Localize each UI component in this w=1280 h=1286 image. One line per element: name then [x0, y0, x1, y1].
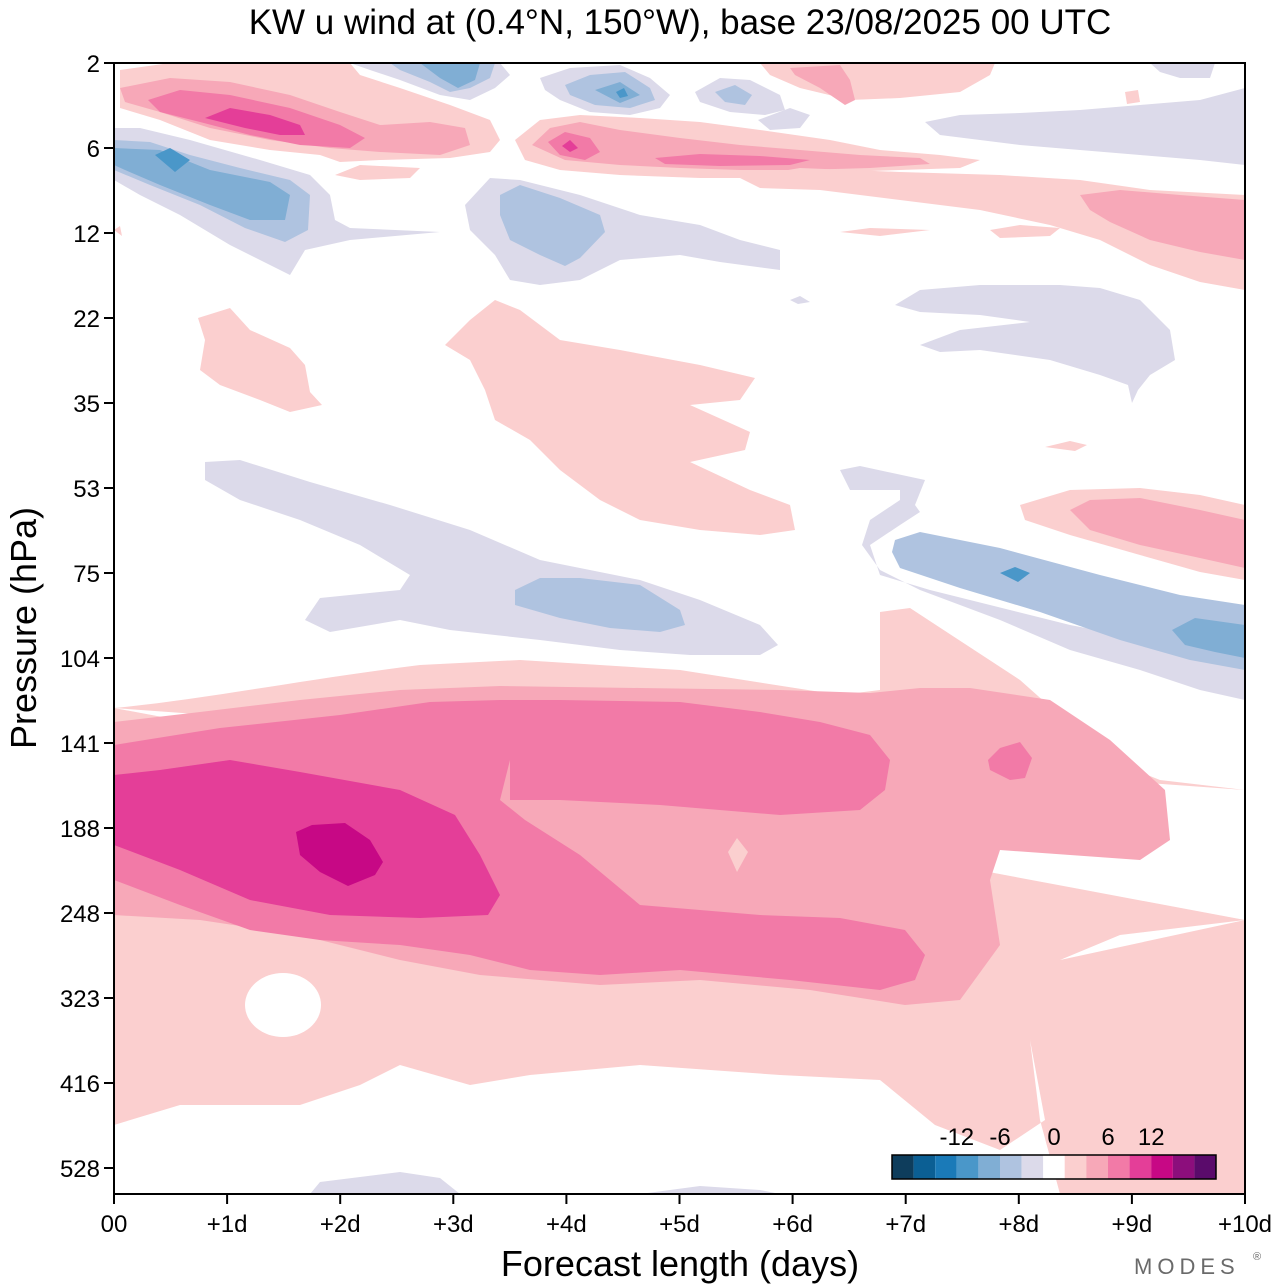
y-tick-label: 528: [60, 1156, 100, 1183]
contour-pos-3-top-mid-b: [655, 154, 810, 166]
contour-pos-1-top-b: [335, 165, 420, 180]
colorbar-swatch: [978, 1155, 1000, 1179]
colorbar-tick-label: 12: [1138, 1124, 1165, 1151]
colorbar-swatch: [1151, 1155, 1173, 1179]
colorbar-frame: [891, 1154, 1217, 1180]
contour-pos-3: [114, 700, 925, 990]
contour-pos-1-midcenter: [445, 300, 795, 535]
y-axis: 2 6 12 22 35 53 75 104 141 188 248 323 416 528: [60, 51, 114, 1183]
y-tick-label: 323: [60, 986, 100, 1013]
contour-pos-1-right-small-b: [990, 225, 1060, 238]
x-tick-label: +6d: [772, 1211, 813, 1238]
contour-neg-1-top-right: [925, 88, 1245, 165]
y-tick-label: 248: [60, 901, 100, 928]
contour-pos-2-right-top: [1080, 190, 1245, 260]
brand-name: MODES: [1134, 1254, 1240, 1279]
chart-title: KW u wind at (0.4°N, 150°W), base 23/08/…: [249, 3, 1112, 42]
contour-neg-4-top-b: [616, 88, 628, 98]
contour-neg-2-right: [892, 532, 1245, 670]
x-axis-label: Forecast length (days): [501, 1243, 859, 1284]
colorbar-swatch: [913, 1155, 936, 1179]
x-tick-label: +1d: [207, 1211, 248, 1238]
x-tick-label: +3d: [433, 1211, 474, 1238]
contour-neg-2-upper-center: [500, 185, 605, 266]
colorbar-swatch: [1129, 1155, 1152, 1179]
colorbar: -12 -6 0 6 12: [891, 1124, 1217, 1180]
contour-neg-3-right: [1172, 618, 1245, 658]
contour-neg-1-upper-right: [895, 285, 1175, 403]
y-tick-label: 104: [60, 646, 100, 673]
x-tick-label: +9d: [1112, 1211, 1153, 1238]
x-tick-label: +4d: [546, 1211, 587, 1238]
x-tick-label: +7d: [885, 1211, 926, 1238]
contour-neg-1-bottom-b: [640, 1186, 780, 1194]
contour-pos-5-core: [296, 823, 383, 886]
contour-pos-3-spot: [988, 742, 1032, 780]
contour-pos-1-left: [198, 308, 322, 412]
y-tick-label: 188: [60, 816, 100, 843]
x-tick-label: +2d: [320, 1211, 361, 1238]
contour-pos-4-top-mid: [562, 140, 578, 152]
colorbar-swatch: [1172, 1155, 1195, 1179]
contour-neg-2-top-c: [715, 85, 752, 105]
colorbar-swatch: [1086, 1155, 1108, 1179]
x-tick-label: +5d: [659, 1211, 700, 1238]
colorbar-swatch: [1000, 1155, 1022, 1179]
colorbar-swatch: [1064, 1155, 1087, 1179]
y-tick-label: 2: [87, 51, 100, 78]
colorbar-tick-label: 6: [1101, 1124, 1114, 1151]
y-tick-label: 141: [60, 731, 100, 758]
brand-logo: MODES ®: [1134, 1251, 1261, 1279]
plot-area: [113, 62, 1246, 1195]
y-tick-label: 75: [73, 561, 100, 588]
colorbar-tick-label: -6: [989, 1124, 1010, 1151]
contour-neg-1-dot: [790, 296, 810, 304]
contour-neg-3-top-a: [420, 63, 480, 88]
y-tick-label: 22: [73, 306, 100, 333]
x-tick-label: +8d: [998, 1211, 1039, 1238]
contour-neg-3-upper-left: [114, 148, 290, 220]
contour-fields: [114, 63, 1245, 1194]
contour-pos-1-right-small: [840, 228, 930, 236]
contour-pos-1-dot-a: [1125, 90, 1140, 104]
contour-neg-1-bottom: [310, 1172, 460, 1194]
colorbar-swatch: [1043, 1155, 1065, 1179]
x-tick-label: +10d: [1218, 1211, 1272, 1238]
x-tick-label: 00: [101, 1211, 128, 1238]
y-tick-label: 416: [60, 1071, 100, 1098]
contour-pos-2-top-mid: [532, 122, 930, 170]
y-tick-label: 12: [73, 221, 100, 248]
contour-pos-2-top-far: [790, 65, 855, 105]
colorbar-swatch: [956, 1155, 979, 1179]
contour-neg-2-mid: [515, 578, 685, 632]
contour-neg-1-top-right-b: [1150, 63, 1215, 78]
contour-pos-1-small: [1045, 441, 1087, 451]
brand-mark: ®: [1253, 1251, 1261, 1263]
y-axis-label: Pressure (hPa): [3, 507, 44, 749]
y-tick-label: 53: [73, 476, 100, 503]
contour-pos-1-dot-b: [114, 226, 122, 236]
colorbar-swatch: [1194, 1155, 1216, 1179]
y-tick-label: 35: [73, 391, 100, 418]
colorbar-swatch: [935, 1155, 957, 1179]
contour-pos-2-right: [1070, 498, 1245, 568]
colorbar-swatch: [1021, 1155, 1044, 1179]
contour-gap: [245, 973, 321, 1037]
contour-pos-0-spot: [728, 838, 748, 872]
contour-neg-4-right: [1000, 567, 1030, 582]
colorbar-tick-label: -12: [939, 1124, 974, 1151]
contour-neg-4-upper-left: [155, 148, 190, 172]
colorbar-swatch: [1108, 1155, 1130, 1179]
colorbar-swatch: [892, 1155, 914, 1179]
x-axis: 00 +1d +2d +3d +4d +5d +6d +7d +8d +9d +10d: [101, 1194, 1272, 1238]
y-tick-label: 6: [87, 136, 100, 163]
contour-pos-4-top-left: [205, 108, 305, 135]
colorbar-tick-label: 0: [1047, 1124, 1060, 1151]
contour-neg-1-top-d: [758, 108, 810, 130]
